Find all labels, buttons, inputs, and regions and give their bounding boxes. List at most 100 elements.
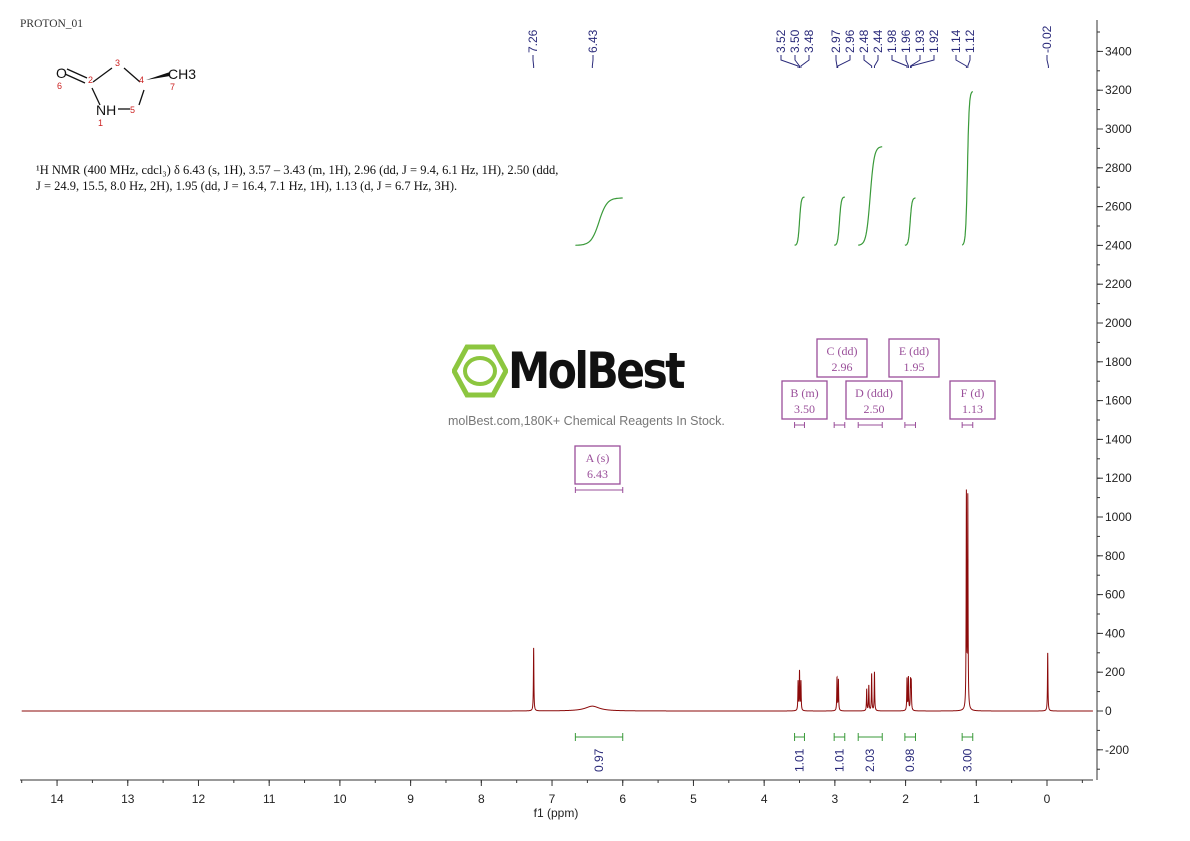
atom-number-3: 3 [115,58,120,68]
peak-label: 1.98 [885,29,899,53]
y-tick-label: 1000 [1105,510,1132,524]
multiplet-frame [781,380,828,420]
multiplet-range [904,422,916,428]
peak-label: 1.96 [899,29,913,53]
integral-range-bar [857,733,883,741]
multiplet-shift: 1.95 [904,360,925,374]
multiplet-label: A (s) [586,451,610,465]
y-tick-label: -200 [1105,743,1129,757]
peak-label: 1.12 [963,29,977,53]
x-tick-label: 5 [690,792,697,806]
y-tick-label: 3000 [1105,122,1132,136]
multiplet-label: C (dd) [827,344,858,358]
multiplet-box: E (dd) 1.95 [888,338,940,428]
integral-value: 1.01 [793,748,807,772]
peak-label: 2.97 [829,29,843,53]
integral-range-bar [794,733,805,741]
multiplet-frame [888,338,940,378]
peak-label: 7.26 [526,29,540,53]
multiplet-box: D (ddd) 2.50 [845,380,903,428]
atom-oxygen: O [56,65,67,81]
peak-label-leader [1046,55,1049,68]
atom-number-1: 1 [98,118,103,128]
integral-value: 2.03 [863,748,877,772]
y-tick-label: 3400 [1105,44,1132,58]
peak-label: 1.93 [913,29,927,53]
peak-label-leader [905,55,909,68]
peak-label-leader [910,55,921,68]
multiplet-range [574,487,624,493]
integral-curve [575,197,623,246]
y-tick-label: 3200 [1105,83,1132,97]
y-tick-label: 2000 [1105,316,1132,330]
multiplet-frame [816,338,868,378]
integral-value: 0.98 [903,748,917,772]
multiplet-range [857,422,883,428]
multiplet-label: B (m) [790,386,818,400]
peak-label-leader [910,55,935,68]
integral-value: 0.97 [592,748,606,772]
x-tick-label: 10 [333,792,347,806]
integral-curve [961,91,973,246]
multiplet-box: B (m) 3.50 [781,380,828,428]
integral-curve [833,196,845,246]
peak-label: -0.02 [1040,25,1054,53]
integral-value: 1.01 [832,748,846,772]
multiplet-box: A (s) 6.43 [574,445,624,493]
multiplet-range [794,422,805,428]
integral-range-bar [574,733,624,741]
multiplet-label: D (ddd) [855,386,893,400]
multiplet-frame [949,380,996,420]
peak-label: 1.92 [927,29,941,53]
peak-label-leader [780,55,799,68]
multiplet-shift: 1.13 [962,402,983,416]
peak-label-leader [800,55,810,68]
peak-label: 2.48 [857,29,871,53]
peak-label: 3.50 [788,29,802,53]
y-tick-label: 400 [1105,626,1125,640]
peak-label-leader [891,55,908,68]
y-tick-label: 1200 [1105,471,1132,485]
peak-label-leader [837,55,851,68]
atom-number-2: 2 [88,75,93,85]
atom-number-6: 6 [57,81,62,91]
peak-label-leader [835,55,838,68]
x-tick-label: 12 [192,792,206,806]
peak-label-leader [873,55,879,68]
molecule-structure: O NH CH3 1 2 3 4 5 6 7 [56,58,196,128]
x-tick-label: 13 [121,792,135,806]
nmr-description: ¹H NMR (400 MHz, cdcl₃) δ 6.43 (s, 1H), … [36,162,558,194]
atom-nh: NH [96,102,116,118]
integral-curve [904,197,916,246]
multiplet-shift: 6.43 [587,467,608,481]
atom-number-4: 4 [139,75,144,85]
x-tick-label: 14 [50,792,64,806]
y-tick-label: 1400 [1105,432,1132,446]
y-tick-label: 2200 [1105,277,1132,291]
y-tick-label: 600 [1105,588,1125,602]
x-tick-label: 7 [549,792,556,806]
x-axis-label: f1 (ppm) [534,806,579,820]
x-tick-label: 2 [902,792,909,806]
peak-label-leader [532,55,535,68]
multiplet-box: F (d) 1.13 [949,380,996,428]
y-tick-label: 2400 [1105,238,1132,252]
peak-label-leader [967,55,971,68]
x-tick-label: 0 [1044,792,1051,806]
integral-range-bar [833,733,846,741]
peak-label: 6.43 [586,29,600,53]
multiplet-shift: 2.50 [864,402,885,416]
peak-label-leader [863,55,873,68]
multiplet-range [961,422,974,428]
multiplet-range [833,422,846,428]
multiplet-shift: 2.96 [832,360,853,374]
x-tick-label: 11 [263,792,276,806]
atom-number-7: 7 [170,82,175,92]
multiplet-label: F (d) [961,386,985,400]
integral-range-bar [904,733,916,741]
nmr-description-line-1: ¹H NMR (400 MHz, cdcl₃) δ 6.43 (s, 1H), … [36,163,559,177]
benzene-logo-icon [452,344,508,398]
spectrum-line [21,489,1093,712]
y-tick-label: 0 [1105,704,1112,718]
